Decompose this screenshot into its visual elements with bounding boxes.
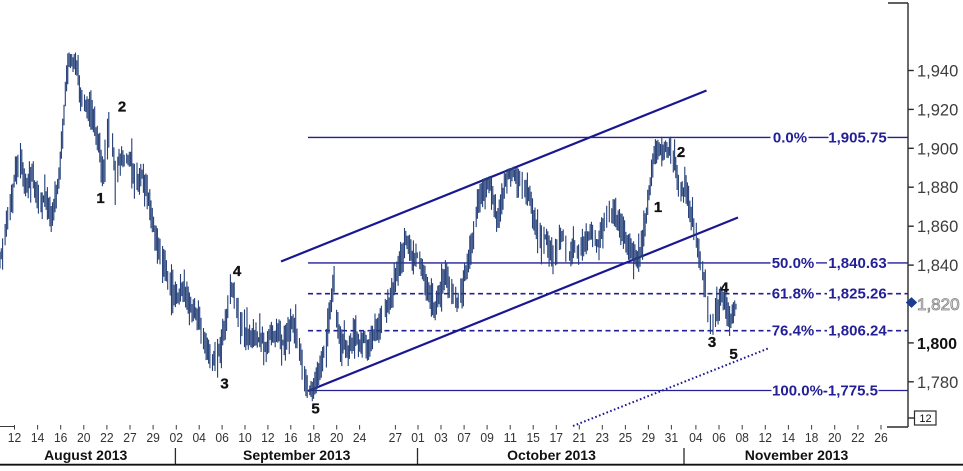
svg-text:1,900: 1,900 (917, 140, 958, 158)
svg-text:24: 24 (353, 430, 367, 445)
svg-text:16: 16 (284, 430, 298, 445)
svg-text:06: 06 (215, 430, 229, 445)
svg-text:1,825.26: 1,825.26 (828, 286, 886, 303)
svg-text:5: 5 (729, 346, 737, 363)
svg-text:12: 12 (261, 430, 275, 445)
svg-text:09: 09 (480, 430, 494, 445)
svg-text:10: 10 (238, 430, 252, 445)
svg-text:1,840.63: 1,840.63 (828, 255, 886, 272)
svg-text:11: 11 (503, 430, 517, 445)
svg-text:20: 20 (828, 430, 842, 445)
svg-text:08: 08 (735, 430, 749, 445)
svg-text:07: 07 (457, 430, 471, 445)
svg-text:1,820: 1,820 (917, 295, 960, 314)
svg-text:20: 20 (77, 430, 91, 445)
svg-text:1,905.75: 1,905.75 (828, 129, 886, 146)
svg-text:14: 14 (782, 430, 796, 445)
svg-text:100.0%-1,775.5: 100.0%-1,775.5 (772, 383, 878, 400)
svg-text:18: 18 (307, 430, 321, 445)
svg-text:1: 1 (96, 190, 104, 207)
svg-text:1,920: 1,920 (917, 101, 958, 119)
svg-text:03: 03 (434, 430, 448, 445)
svg-text:27: 27 (389, 430, 403, 445)
svg-text:31: 31 (665, 430, 679, 445)
svg-text:06: 06 (712, 430, 726, 445)
svg-text:3: 3 (708, 334, 716, 351)
svg-text:17: 17 (550, 430, 564, 445)
svg-text:14: 14 (31, 430, 45, 445)
svg-text:1: 1 (654, 199, 662, 216)
svg-text:1,806.24: 1,806.24 (828, 323, 887, 340)
svg-text:16: 16 (54, 430, 68, 445)
svg-text:September 2013: September 2013 (243, 447, 351, 463)
svg-text:12: 12 (8, 430, 22, 445)
svg-text:1,880: 1,880 (917, 179, 958, 197)
svg-text:1,860: 1,860 (917, 218, 958, 236)
svg-text:21: 21 (573, 430, 587, 445)
svg-text:15: 15 (526, 430, 540, 445)
svg-text:50.0%: 50.0% (772, 255, 815, 272)
svg-text:5: 5 (311, 401, 319, 418)
svg-text:29: 29 (642, 430, 656, 445)
svg-text:3: 3 (220, 376, 228, 393)
svg-text:25: 25 (619, 430, 633, 445)
svg-text:October 2013: October 2013 (507, 447, 596, 463)
svg-text:November 2013: November 2013 (745, 447, 849, 463)
svg-text:4: 4 (720, 280, 729, 297)
svg-text:04: 04 (192, 430, 206, 445)
svg-text:29: 29 (146, 430, 160, 445)
svg-text:4: 4 (233, 263, 242, 280)
svg-text:12: 12 (919, 413, 931, 425)
svg-text:2: 2 (677, 144, 685, 161)
svg-text:02: 02 (170, 430, 184, 445)
svg-text:27: 27 (123, 430, 137, 445)
svg-text:2: 2 (118, 99, 126, 116)
svg-text:22: 22 (100, 430, 114, 445)
svg-text:18: 18 (805, 430, 819, 445)
svg-text:1,800: 1,800 (917, 336, 957, 353)
svg-text:01: 01 (411, 430, 425, 445)
svg-text:20: 20 (330, 430, 344, 445)
svg-text:04: 04 (689, 430, 703, 445)
svg-text:26: 26 (874, 430, 888, 445)
svg-text:12: 12 (759, 430, 773, 445)
svg-text:76.4%: 76.4% (772, 323, 815, 340)
svg-text:23: 23 (596, 430, 610, 445)
svg-text:1,940: 1,940 (917, 63, 958, 81)
svg-text:1,840: 1,840 (917, 257, 958, 275)
svg-text:61.8%: 61.8% (772, 286, 815, 303)
svg-text:0.0%: 0.0% (773, 129, 807, 146)
svg-text:1,780: 1,780 (917, 374, 958, 392)
svg-text:22: 22 (851, 430, 865, 445)
svg-text:August 2013: August 2013 (44, 447, 127, 463)
